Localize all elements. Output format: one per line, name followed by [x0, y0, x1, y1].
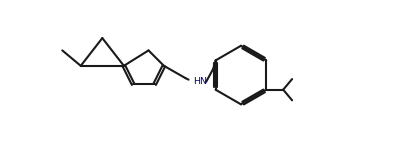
Text: HN: HN	[193, 77, 207, 86]
